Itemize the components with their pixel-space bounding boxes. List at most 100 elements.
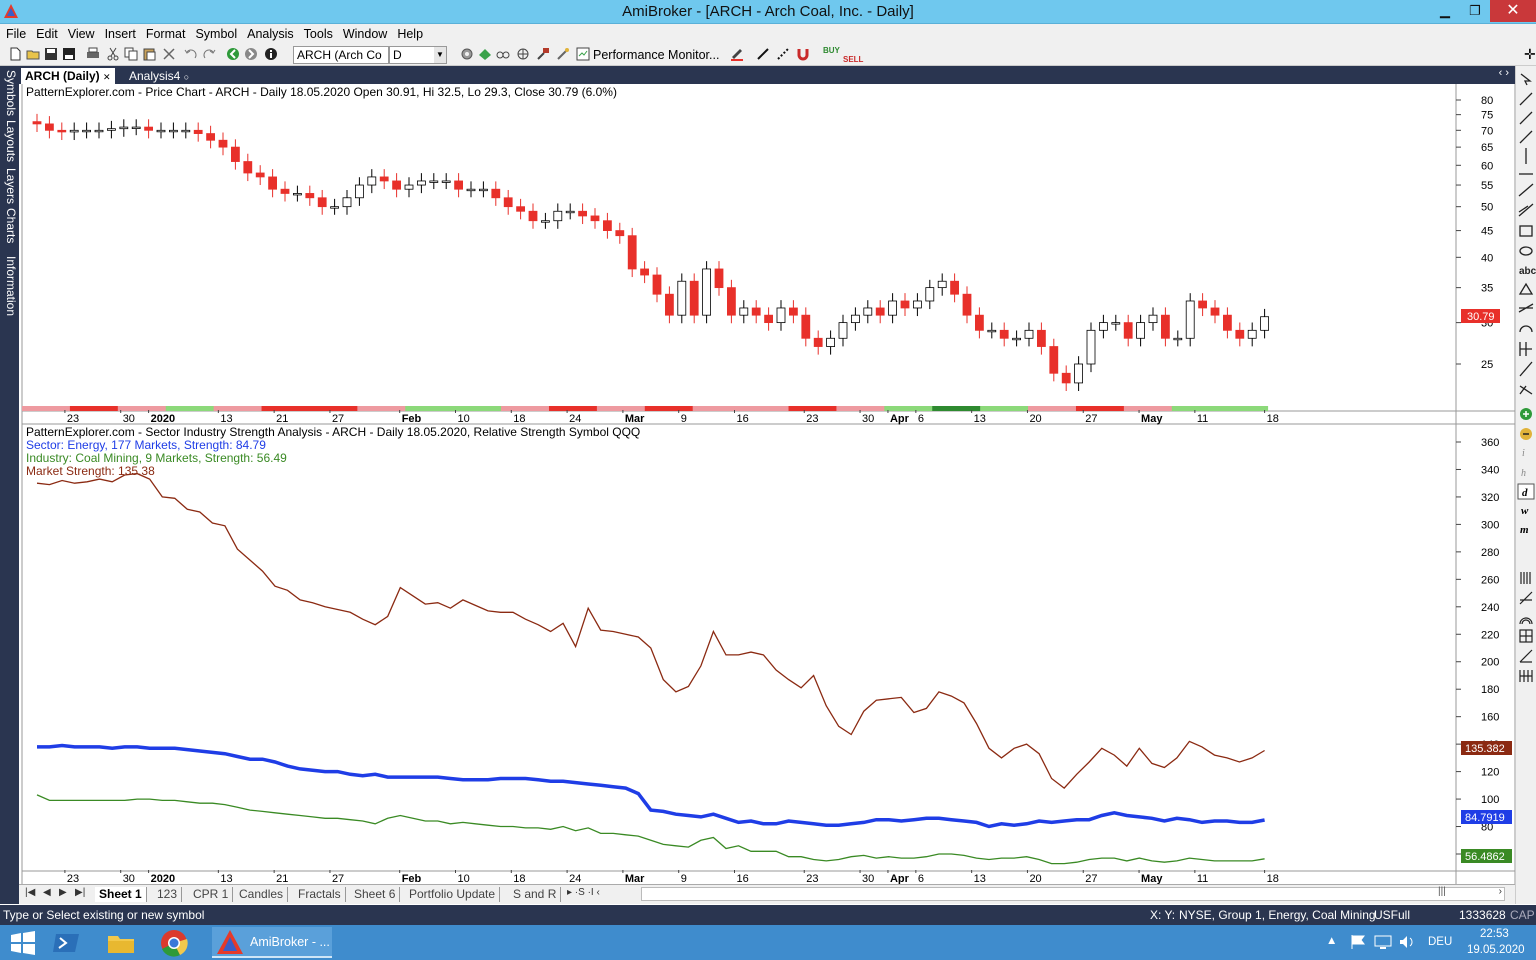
scroll-right-icon[interactable]: › [1498,886,1502,897]
print-icon[interactable] [86,47,100,61]
interval-d-icon[interactable]: d [1522,487,1528,499]
menu-format[interactable]: Format [145,27,186,41]
settings-icon[interactable] [460,47,474,61]
menu-window[interactable]: Window [342,27,388,41]
sheet-tab-sheet-6[interactable]: Sheet 6 [350,887,401,902]
tab-close-icon[interactable]: ✕ [103,72,111,82]
chevron-down-icon[interactable]: ▼ [434,47,446,63]
glasses-icon[interactable] [496,47,510,61]
sheet-tab-portfolio-update[interactable]: Portfolio Update [405,887,501,902]
flag-icon[interactable] [1349,934,1367,950]
fan-tool-icon[interactable] [1518,203,1534,217]
sidebar-item-symbols[interactable]: Symbols [4,70,18,117]
menu-insert[interactable]: Insert [104,27,136,41]
arrow-tool-icon[interactable] [1518,303,1534,313]
triangle-tool-icon[interactable] [1518,282,1534,295]
buy-sell-button[interactable]: BUY SELL [823,46,865,64]
back-arrow-icon[interactable] [226,47,240,61]
taskbar-powershell[interactable] [52,927,96,958]
chart-area[interactable]: 80 75 70 65 60 55 50 45 40 35 30 25 360 340 320 300 280… [19,84,1516,885]
save-icon[interactable] [44,47,58,61]
interval-w-icon[interactable]: w [1521,505,1529,517]
speed-line-icon[interactable] [1519,649,1533,663]
channel-tool-icon[interactable] [1518,183,1534,197]
extended-line-tool-icon[interactable] [1519,130,1533,144]
pen-color-icon[interactable] [730,47,744,61]
delete-icon[interactable] [162,47,176,61]
forward-arrow-icon[interactable] [244,47,258,61]
signal-icon[interactable] [478,47,492,61]
tray-time[interactable]: 22:53 [1480,928,1509,940]
tab-scroll-icon[interactable]: ‹ › [1498,67,1509,79]
sidebar-item-charts[interactable]: Charts [4,208,18,244]
ray-tool-icon[interactable] [1519,111,1533,125]
tools-icon[interactable] [556,47,570,61]
drawing-tools-icon[interactable]: abc i h d w m [1516,66,1536,706]
taskbar-explorer[interactable] [106,927,150,958]
restore-button[interactable]: ❐ [1469,3,1481,18]
interval-d-button[interactable] [1517,483,1535,500]
tab-arch-daily[interactable]: ARCH (Daily) ✕ [21,68,115,84]
tray-date[interactable]: 19.05.2020 [1467,944,1525,956]
sheet-nav-next-icon[interactable]: ▶ [59,887,67,898]
interval-m-icon[interactable]: m [1520,524,1529,536]
open-folder-icon[interactable] [26,47,40,61]
sidebar-item-information[interactable]: Information [4,256,18,317]
interval-combo[interactable]: D ▼ [389,46,447,64]
undo-icon[interactable] [184,47,198,61]
bars-icon[interactable] [1520,572,1531,584]
scan-icon[interactable] [516,47,530,61]
sheet-nav-first-icon[interactable]: |◀ [25,887,36,898]
menu-edit[interactable]: Edit [36,27,58,41]
menu-tools[interactable]: Tools [303,27,333,41]
copy-icon[interactable] [124,47,138,61]
new-file-icon[interactable] [8,47,22,61]
save-all-icon[interactable] [62,47,76,61]
redo-icon[interactable] [202,47,216,61]
sheet-tab-cpr-1[interactable]: CPR 1 [189,887,234,902]
network-icon[interactable] [1374,934,1392,950]
performance-monitor-button[interactable]: Performance Monitor... [593,48,720,62]
sheet-tab-s-and-r[interactable]: S and R [509,887,562,902]
sidebar-item-layers[interactable]: Layers [4,168,18,205]
horizontal-scrollbar[interactable]: ||| › [641,886,1505,901]
menu-help[interactable]: Help [397,27,424,41]
arc-fib-icon[interactable] [1519,617,1533,625]
magnet-icon[interactable] [796,47,810,61]
sheet-scroll-icon[interactable]: ▸ ·S ·I ‹ [567,887,600,898]
minimize-button[interactable]: ▁ [1440,3,1450,18]
menu-symbol[interactable]: Symbol [195,27,238,41]
ellipse-tool-icon[interactable] [1519,246,1533,256]
time-zones-icon[interactable] [1519,670,1533,682]
zigzag-tool-icon[interactable] [1519,385,1533,395]
sheet-nav-prev-icon[interactable]: ◀ [43,887,51,898]
sidebar-item-layouts[interactable]: Layouts [4,120,18,163]
tab-analysis4[interactable]: Analysis4 ○ [125,68,193,84]
taskbar-chrome[interactable] [160,927,204,958]
paste-icon[interactable] [142,47,156,61]
menu-view[interactable]: View [67,27,95,41]
pointer-tool-icon[interactable] [1520,73,1532,86]
close-button[interactable]: ✕ [1490,0,1536,22]
interval-h-icon[interactable]: h [1521,468,1526,479]
info-icon[interactable] [264,47,278,61]
tab-close-icon[interactable]: ○ [183,72,190,82]
tray-expand-icon[interactable]: ▲ [1326,935,1338,947]
scrollbar-thumb-icon[interactable]: ||| [1438,886,1446,897]
taskbar-amibroker[interactable]: AmiBroker - ... [212,927,332,958]
arc-tool-icon[interactable] [1519,325,1533,333]
sheet-tab-fractals[interactable]: Fractals [294,887,346,902]
trendline-tool-icon[interactable] [1519,92,1533,106]
cycle-tool-icon[interactable] [1519,342,1532,356]
volume-icon[interactable] [1398,934,1416,950]
interval-i-icon[interactable]: i [1522,448,1525,459]
text-tool-icon[interactable]: abc [1519,266,1536,277]
symbol-combo[interactable]: ARCH (Arch Co [293,46,389,64]
chart-canvas[interactable]: 80 75 70 65 60 55 50 45 40 35 30 25 360 340 320 300 280… [19,84,1516,885]
menu-file[interactable]: File [6,27,27,41]
gann-icon[interactable] [1519,591,1533,605]
dotted-line-icon[interactable] [776,47,790,61]
sheet-tab-candles[interactable]: Candles [235,887,289,902]
performance-monitor-icon[interactable] [576,47,590,61]
fib-tool-icon[interactable] [1519,361,1533,377]
